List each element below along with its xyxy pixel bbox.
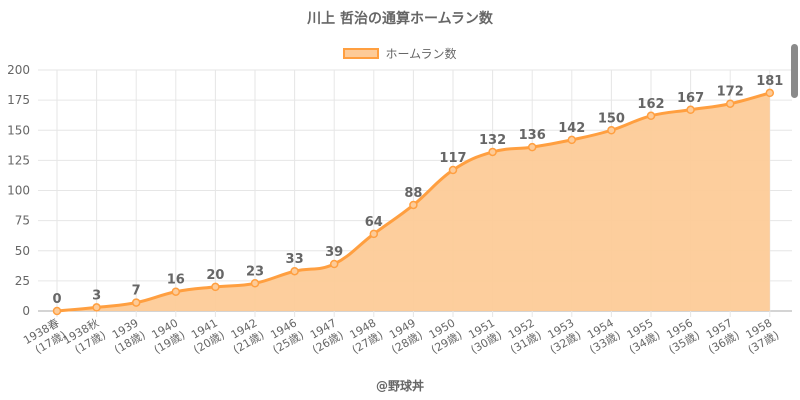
data-point [646,111,656,121]
data-label: 0 [52,292,61,307]
data-label: 20 [206,268,224,283]
data-label: 39 [325,245,343,260]
data-point [527,142,537,152]
chart-title: 川上 哲治の通算ホームラン数 [307,11,493,27]
x-tick-label: 1948(27歳) [343,316,386,356]
y-tick-label: 125 [7,153,30,167]
data-label: 167 [677,91,704,106]
data-point [567,135,577,145]
x-tick-label: 1951(30歳) [462,316,505,356]
data-point [171,287,181,296]
legend[interactable]: ホームラン数 [0,45,800,62]
data-label: 172 [717,85,744,100]
data-label: 23 [246,264,264,279]
y-tick-label: 175 [7,93,30,107]
x-tick-label: 1956(35歳) [660,316,703,356]
x-tick-label: 1949(28歳) [382,316,425,356]
data-label: 150 [598,111,625,126]
y-tick-label: 50 [15,244,30,258]
y-tick-label: 150 [7,123,30,137]
x-tick-label: 1939(18歳) [105,316,148,356]
y-tick-label: 75 [15,214,30,228]
data-label: 64 [365,215,383,230]
data-point [250,279,260,288]
legend-label: ホームラン数 [385,47,457,61]
data-label: 162 [637,97,664,112]
x-tick-label: 1952(31歳) [501,316,544,356]
x-tick-label: 1954(33歳) [580,316,623,356]
x-tick-label: 1955(34歳) [620,316,663,356]
data-point [290,266,299,276]
data-point [409,200,418,210]
x-tick-label: 1953(32歳) [541,316,584,356]
data-point [329,259,339,269]
data-point [92,303,101,312]
x-tick-label: 1938秋(17歳) [60,315,108,359]
y-tick-label: 200 [7,63,30,77]
data-label: 136 [519,128,546,143]
x-tick-label: 1940(19歳) [145,316,188,356]
scrollbar[interactable] [791,44,798,98]
data-point [725,99,735,108]
data-point [131,298,141,307]
data-point [52,306,62,316]
y-tick-label: 100 [7,184,30,198]
legend-swatch [343,48,380,59]
data-label: 132 [479,133,506,148]
data-point [765,88,775,98]
data-point [607,126,616,135]
x-tick-label: 1942(21歳) [224,316,267,356]
data-point [686,105,695,115]
x-tick-label: 1958(37歳) [739,316,782,356]
series-area [57,92,770,312]
data-label: 16 [167,273,185,288]
y-tick-label: 0 [22,304,30,318]
data-label: 142 [558,121,585,136]
x-tick-label: 1946(25歳) [264,316,307,356]
x-tick-label: 1950(29歳) [422,316,465,356]
data-label: 3 [92,288,101,303]
data-point [211,282,220,292]
footer-credit: @野球丼 [375,379,424,393]
data-label: 7 [132,284,141,299]
data-label: 33 [286,252,304,267]
x-tick-label: 1957(36歳) [699,316,742,356]
data-label: 117 [439,151,466,166]
data-point [448,165,458,175]
data-label: 88 [404,186,422,201]
data-label: 181 [756,74,783,89]
data-point [369,229,379,239]
x-tick-label: 1947(26歳) [303,316,346,356]
y-tick-label: 25 [15,274,30,288]
data-point [488,147,497,157]
x-tick-label: 1941(20歳) [184,316,227,356]
